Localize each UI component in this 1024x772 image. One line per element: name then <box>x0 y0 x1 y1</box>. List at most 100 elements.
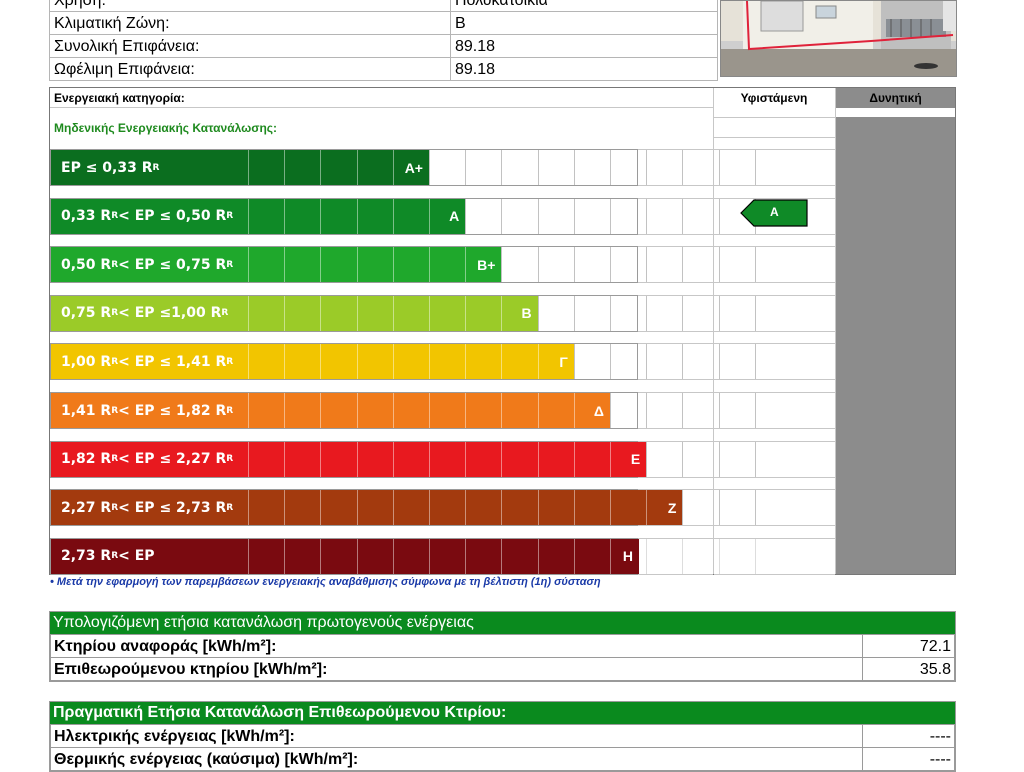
potential-column-header: Δυνητική <box>869 91 922 105</box>
existing-class-cell <box>714 392 835 429</box>
bar-divider <box>573 538 575 574</box>
energy-class-bar <box>51 344 574 380</box>
grid-cell <box>646 538 684 574</box>
bar-divider <box>429 247 430 283</box>
bar-divider <box>248 441 249 477</box>
bar-divider <box>356 295 358 331</box>
grid-cell <box>610 295 648 331</box>
bar-divider <box>465 247 467 283</box>
bar-divider <box>356 490 358 526</box>
info-row: Χρήση: Πολυκατοικία <box>49 0 718 12</box>
bar-divider <box>646 490 648 526</box>
bar-divider <box>501 538 503 574</box>
value-row: Θερμικής ενέργειας (καύσιμα) [kWh/m²]: --… <box>50 747 955 771</box>
grid-cell <box>754 344 756 380</box>
bar-divider <box>248 393 249 428</box>
building-info-table: Χρήση: Πολυκατοικία Κλιματική Ζώνη: B Συνολι… <box>49 0 718 81</box>
bar-divider <box>320 247 322 283</box>
bar-divider <box>356 344 358 380</box>
bar-divider <box>465 490 467 526</box>
existing-class-cell <box>714 489 835 527</box>
grid-cell <box>393 150 430 185</box>
bar-divider <box>248 247 249 283</box>
bar-divider <box>392 344 394 380</box>
spacer-cell <box>638 343 713 381</box>
bar-divider <box>248 344 249 380</box>
grid-cell <box>646 393 684 428</box>
bar-divider <box>429 393 430 428</box>
zero-row-existing-cell <box>714 117 835 138</box>
bar-divider <box>284 198 286 234</box>
info-value: B <box>450 11 718 35</box>
grid-cell <box>574 344 611 380</box>
grid-cell <box>574 198 611 234</box>
energy-class-bar <box>51 490 683 526</box>
bar-divider <box>392 538 394 574</box>
info-row: Ωφέλιμη Επιφάνεια: 89.18 <box>49 57 718 81</box>
primary-energy-table: Κτηρίου αναφοράς [kWh/m²]: 72.1 Επιθεωρούμ… <box>50 634 955 681</box>
info-row: Συνολική Επιφάνεια: 89.18 <box>49 34 718 58</box>
energy-category-label: Ενεργειακή κατηγορία: <box>54 91 185 105</box>
info-label: Χρήση: <box>49 0 451 12</box>
energy-header-row: Ενεργειακή κατηγορία: Υφιστάμενη Δυνητικ… <box>50 88 955 108</box>
bar-divider <box>610 538 611 574</box>
grid-cell <box>538 344 575 380</box>
actual-consumption-table: Ηλεκτρικής ενέργειας [kWh/m²]: ---- Θερμικ… <box>50 724 955 771</box>
grid-cell <box>646 198 684 234</box>
bar-divider <box>573 441 575 477</box>
bar-divider <box>465 393 467 428</box>
grid-cell <box>682 150 720 185</box>
grid-cell <box>682 393 720 428</box>
existing-class-cell <box>714 343 835 381</box>
bar-divider <box>248 198 249 234</box>
energy-class-letter: B <box>521 305 532 322</box>
grid-cell <box>465 150 503 185</box>
existing-class-cell <box>714 246 835 284</box>
bar-divider <box>682 538 684 574</box>
bar-divider <box>429 295 430 331</box>
grid-cell <box>754 150 756 185</box>
bar-divider <box>610 490 611 526</box>
energy-class-bar <box>51 150 429 185</box>
grid-cell <box>754 490 756 526</box>
value-row-label: Επιθεωρούμενου κτηρίου [kWh/m²]: <box>50 657 863 681</box>
grid-cell <box>538 247 575 283</box>
bar-divider <box>501 441 503 477</box>
value-row-value: ---- <box>862 747 955 771</box>
spacer-cell <box>638 246 713 284</box>
grid-cell <box>429 198 467 234</box>
bar-divider <box>356 198 358 234</box>
grid-cell <box>610 441 648 477</box>
existing-class-cell <box>714 149 835 186</box>
bar-divider <box>248 295 249 331</box>
spacer-cell <box>638 440 713 478</box>
bar-divider <box>429 490 430 526</box>
bar-divider <box>501 490 503 526</box>
energy-class-bar <box>51 295 538 331</box>
bar-divider <box>429 538 430 574</box>
spacer-cell <box>638 294 713 332</box>
existing-class-cell <box>714 440 835 478</box>
grid-cell <box>646 441 684 477</box>
grid-cell <box>646 344 684 380</box>
bar-divider <box>429 198 430 234</box>
bar-divider <box>392 198 394 234</box>
grid-cell <box>610 393 648 428</box>
grid-cell <box>646 490 684 526</box>
bar-divider <box>284 441 286 477</box>
grid-cell <box>538 295 575 331</box>
energy-class-panel: Ενεργειακή κατηγορία: Υφιστάμενη Δυνητικ… <box>49 87 956 575</box>
info-label: Συνολική Επιφάνεια: <box>49 34 451 58</box>
value-row-value: 35.8 <box>862 657 955 681</box>
existing-column-header: Υφιστάμενη <box>740 91 808 105</box>
bar-divider <box>356 247 358 283</box>
bar-divider <box>392 490 394 526</box>
grid-cell <box>754 295 756 331</box>
bar-divider <box>501 295 503 331</box>
current-class-marker: A <box>740 199 808 227</box>
